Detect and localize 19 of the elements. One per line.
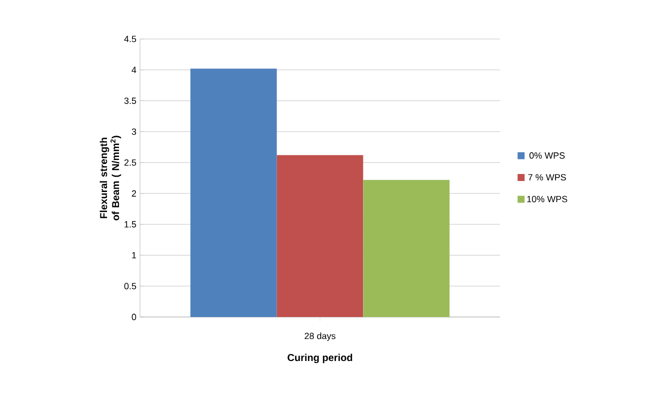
legend-label: 7 % WPS <box>528 174 566 180</box>
bar <box>363 180 450 317</box>
x-tick-label: 28 days <box>304 332 336 341</box>
y-tick-label: 2 <box>132 190 136 197</box>
legend-label: 10% WPS <box>527 196 568 202</box>
y-tick-label: 4 <box>132 66 136 73</box>
bar <box>276 155 364 317</box>
y-tick-label: 4.5 <box>124 36 136 42</box>
y-tick-label: 1.5 <box>124 221 136 228</box>
bar <box>190 68 277 317</box>
y-tick-label: 0 <box>132 314 136 320</box>
x-axis-title: Curing period <box>288 354 352 364</box>
y-tick-label: 1 <box>132 252 136 258</box>
y-tick-label: 3.5 <box>124 98 136 104</box>
legend-label: 0% WPS <box>529 152 565 159</box>
y-tick-label: 2.5 <box>124 159 136 166</box>
y-tick-label: 0.5 <box>124 282 136 290</box>
y-axis-title: Flexural strength of Beam ( N/mm$^{2}$) <box>100 136 122 220</box>
y-tick-label: 3 <box>132 128 136 135</box>
